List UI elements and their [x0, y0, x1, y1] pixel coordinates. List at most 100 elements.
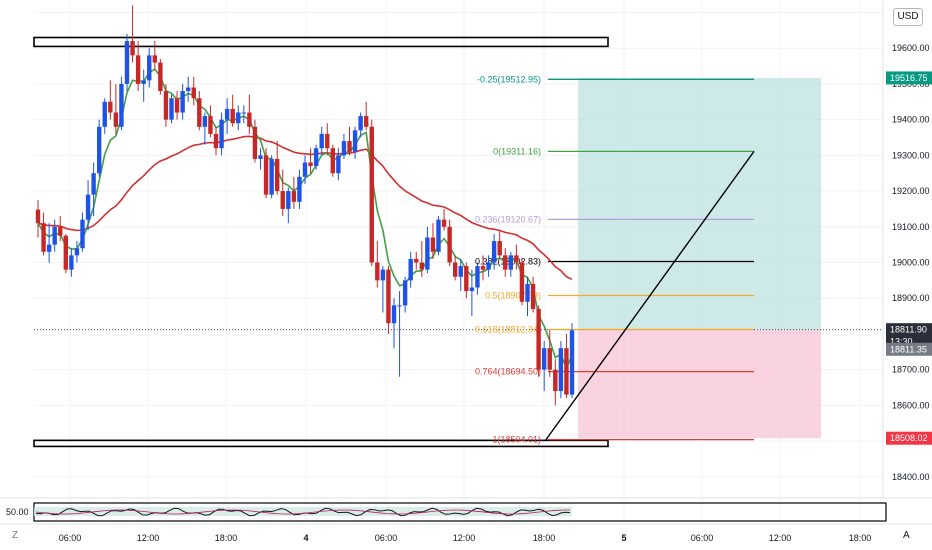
- candle-body[interactable]: [219, 119, 224, 149]
- candle-body[interactable]: [336, 155, 341, 174]
- candle[interactable]: [80, 212, 85, 252]
- candle[interactable]: [141, 69, 146, 102]
- candle[interactable]: [58, 216, 63, 242]
- candle-body[interactable]: [241, 112, 247, 114]
- candlestick-series[interactable]: [35, 5, 575, 406]
- candle-body[interactable]: [313, 148, 319, 167]
- candle[interactable]: [541, 341, 547, 392]
- candle-body[interactable]: [41, 223, 46, 252]
- candle-body[interactable]: [369, 126, 374, 263]
- candle[interactable]: [269, 155, 274, 199]
- loss-zone[interactable]: [578, 329, 821, 439]
- candle[interactable]: [352, 126, 358, 159]
- candle-body[interactable]: [525, 283, 530, 302]
- candle-body[interactable]: [436, 219, 441, 252]
- candle-body[interactable]: [564, 348, 569, 395]
- candle[interactable]: [530, 276, 536, 313]
- candle-body[interactable]: [397, 305, 402, 307]
- candle-body[interactable]: [274, 158, 280, 192]
- candle-body[interactable]: [430, 237, 436, 252]
- candle-body[interactable]: [358, 116, 363, 131]
- candle[interactable]: [441, 208, 447, 231]
- candle-body[interactable]: [224, 108, 230, 120]
- price-marker[interactable]: 18811.90: [886, 323, 932, 337]
- candle-body[interactable]: [441, 219, 447, 227]
- candle-body[interactable]: [102, 101, 107, 127]
- candle-body[interactable]: [180, 91, 185, 113]
- candle[interactable]: [386, 266, 391, 334]
- currency-selector[interactable]: USD: [893, 8, 923, 26]
- candle-body[interactable]: [530, 283, 536, 309]
- candle-body[interactable]: [247, 112, 252, 127]
- zone-rect[interactable]: [33, 439, 609, 448]
- candle-body[interactable]: [408, 258, 413, 281]
- time-axis[interactable]: 06:00 12:00 18:00 4 06:00 12:00 18:00 5 06:00 12:…: [0, 523, 932, 543]
- candle[interactable]: [519, 258, 525, 306]
- candle-body[interactable]: [547, 348, 552, 370]
- candle-body[interactable]: [352, 130, 358, 152]
- candle-body[interactable]: [297, 176, 302, 202]
- candle[interactable]: [436, 216, 441, 256]
- candle[interactable]: [358, 112, 363, 138]
- candle-body[interactable]: [213, 133, 219, 149]
- candle-body[interactable]: [508, 255, 514, 270]
- candle-body[interactable]: [402, 280, 408, 306]
- candle-body[interactable]: [569, 330, 575, 395]
- candle-body[interactable]: [419, 262, 425, 270]
- candle[interactable]: [286, 187, 291, 224]
- candle-body[interactable]: [124, 41, 130, 84]
- candle[interactable]: [402, 276, 408, 313]
- candle[interactable]: [263, 148, 269, 199]
- candle[interactable]: [475, 262, 480, 295]
- candle[interactable]: [258, 148, 263, 170]
- candle-body[interactable]: [80, 219, 85, 249]
- candle[interactable]: [46, 223, 52, 263]
- long-position-tool[interactable]: [34, 77, 883, 439]
- candle[interactable]: [219, 112, 224, 156]
- candle-body[interactable]: [63, 235, 69, 270]
- candle[interactable]: [230, 94, 235, 127]
- candle-body[interactable]: [52, 226, 57, 245]
- candle[interactable]: [491, 233, 497, 270]
- candle[interactable]: [497, 230, 502, 259]
- candle[interactable]: [414, 251, 419, 270]
- candle-body[interactable]: [208, 116, 213, 134]
- candle[interactable]: [464, 262, 469, 299]
- candle[interactable]: [375, 241, 380, 288]
- candle-body[interactable]: [519, 262, 525, 302]
- candle[interactable]: [363, 101, 369, 131]
- candle-body[interactable]: [291, 191, 297, 202]
- candle[interactable]: [52, 219, 57, 252]
- candle[interactable]: [119, 76, 124, 131]
- candle-body[interactable]: [191, 87, 196, 99]
- candle-body[interactable]: [58, 226, 63, 236]
- candle-body[interactable]: [347, 141, 352, 152]
- candle-body[interactable]: [230, 108, 235, 124]
- candle[interactable]: [208, 105, 213, 138]
- candle[interactable]: [341, 133, 347, 159]
- candle[interactable]: [486, 255, 491, 277]
- candle[interactable]: [469, 269, 475, 317]
- price-marker[interactable]: 18811.35: [886, 342, 932, 356]
- candle[interactable]: [525, 276, 530, 317]
- candle-body[interactable]: [280, 191, 285, 209]
- candle[interactable]: [336, 148, 341, 181]
- candle-body[interactable]: [174, 98, 180, 113]
- candle[interactable]: [447, 219, 452, 267]
- candle-body[interactable]: [480, 266, 486, 270]
- candle[interactable]: [452, 255, 458, 281]
- candle[interactable]: [369, 119, 374, 267]
- candle[interactable]: [330, 144, 336, 177]
- candle-body[interactable]: [108, 101, 113, 113]
- candle[interactable]: [391, 298, 397, 349]
- candle-body[interactable]: [46, 244, 52, 252]
- candle[interactable]: [508, 251, 514, 277]
- candle[interactable]: [480, 255, 486, 281]
- candle-body[interactable]: [258, 155, 263, 159]
- candle-body[interactable]: [35, 209, 41, 224]
- candle[interactable]: [419, 241, 425, 277]
- candle-body[interactable]: [447, 226, 452, 263]
- candle[interactable]: [35, 200, 41, 238]
- candle-body[interactable]: [185, 87, 191, 92]
- candle[interactable]: [241, 105, 247, 124]
